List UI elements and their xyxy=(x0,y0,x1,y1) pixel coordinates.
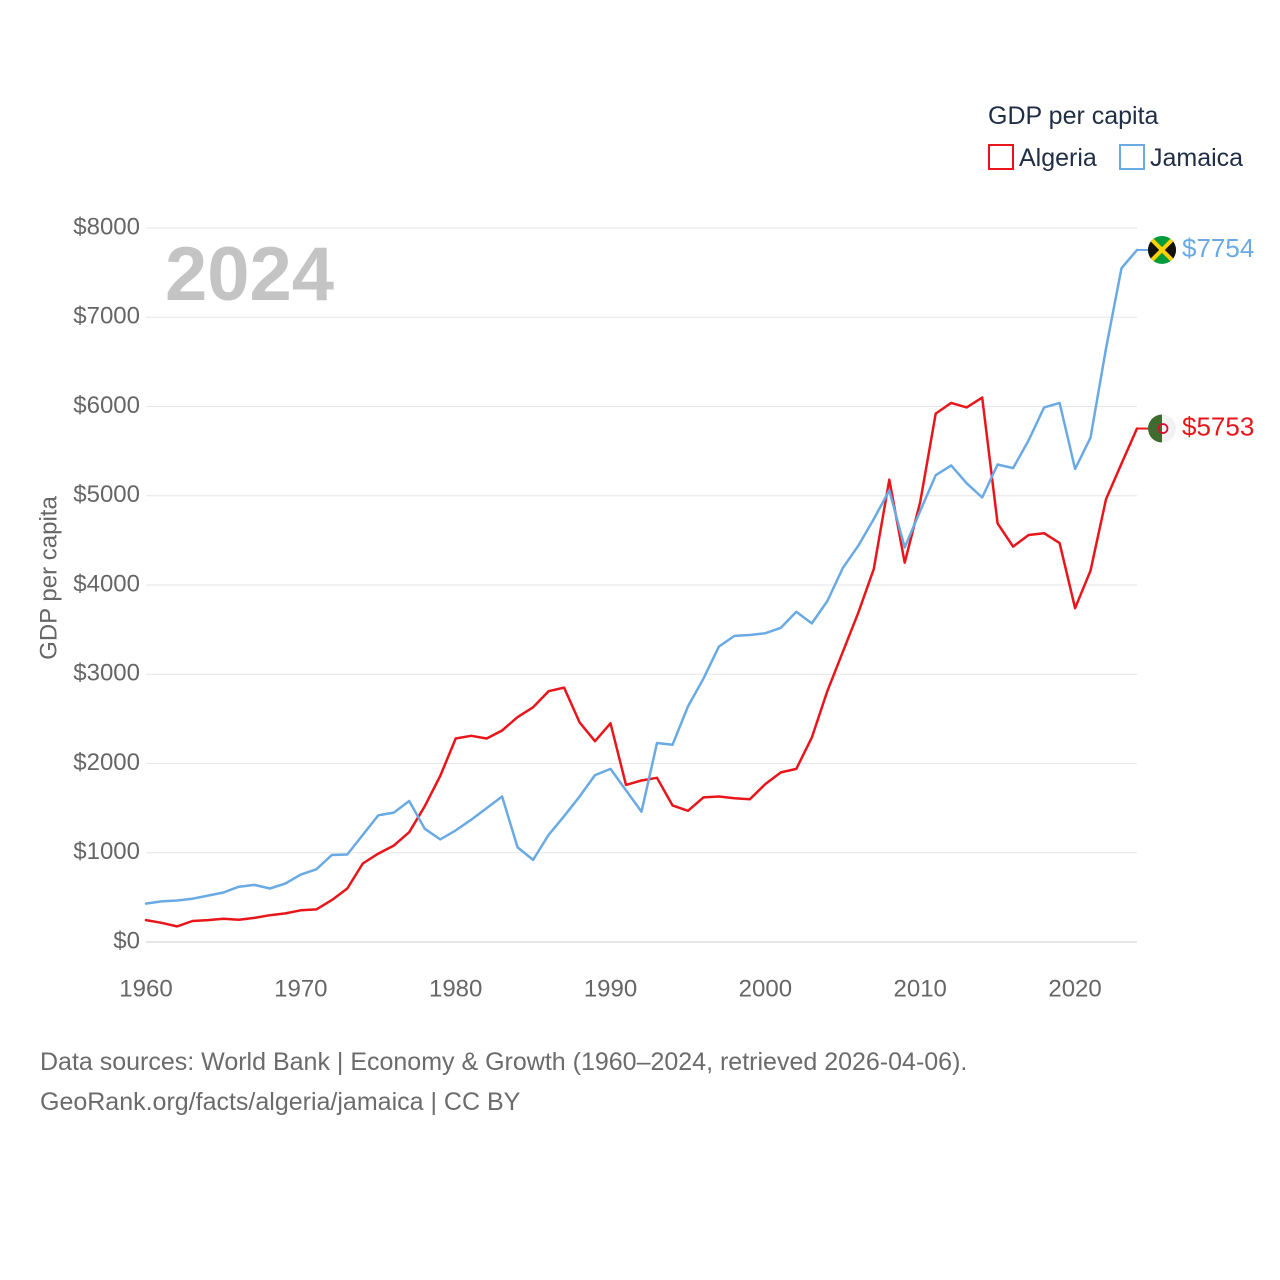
y-tick-label: $1000 xyxy=(73,838,140,865)
x-tick-label: 2000 xyxy=(739,975,792,1002)
y-tick-label: $7000 xyxy=(73,303,140,330)
legend-swatch-algeria[interactable] xyxy=(988,144,1014,170)
series-line-jamaica[interactable] xyxy=(144,248,1139,905)
y-axis-tick-labels: $0 $1000 $2000 $3000 $4000 $5000 $6000 $7000 $80… xyxy=(73,213,140,954)
x-axis-tick-labels: 1960 1970 1980 1990 2000 2010 2020 xyxy=(119,975,1101,1002)
legend[interactable]: GDP per capita Algeria Jamaica xyxy=(988,102,1243,172)
legend-label-jamaica[interactable]: Jamaica xyxy=(1150,144,1243,172)
end-value-label-algeria: $5753 xyxy=(1182,411,1254,441)
grid-lines xyxy=(146,227,1137,943)
footer-sources: Data sources: World Bank | Economy & Gro… xyxy=(40,1048,968,1076)
end-value-label-jamaica: $7754 xyxy=(1182,233,1254,263)
series-lines xyxy=(144,248,1139,928)
series-end-markers: $5753 $7754 xyxy=(1137,233,1254,443)
y-axis-title: GDP per capita xyxy=(35,496,62,660)
y-tick-label: $3000 xyxy=(73,660,140,687)
y-tick-label: $6000 xyxy=(73,392,140,419)
x-tick-label: 1980 xyxy=(429,975,482,1002)
legend-title: GDP per capita xyxy=(988,102,1159,130)
x-tick-label: 1970 xyxy=(274,975,327,1002)
x-tick-label: 1990 xyxy=(584,975,637,1002)
y-tick-label: $0 xyxy=(113,927,140,954)
footer-attribution[interactable]: GeoRank.org/facts/algeria/jamaica | CC B… xyxy=(40,1088,521,1116)
legend-swatch-jamaica[interactable] xyxy=(1119,144,1145,170)
y-tick-label: $4000 xyxy=(73,570,140,597)
x-tick-label: 2020 xyxy=(1048,975,1101,1002)
series-line-algeria[interactable] xyxy=(144,396,1139,928)
y-tick-label: $8000 xyxy=(73,213,140,240)
algeria-flag-icon xyxy=(1148,414,1176,443)
year-label: 2024 xyxy=(165,232,334,317)
legend-label-algeria[interactable]: Algeria xyxy=(1019,144,1097,172)
jamaica-flag-icon xyxy=(1148,235,1176,264)
y-tick-label: $2000 xyxy=(73,749,140,776)
x-tick-label: 1960 xyxy=(119,975,172,1002)
y-tick-label: $5000 xyxy=(73,481,140,508)
footer: Data sources: World Bank | Economy & Gro… xyxy=(40,1042,967,1122)
x-tick-label: 2010 xyxy=(894,975,947,1002)
